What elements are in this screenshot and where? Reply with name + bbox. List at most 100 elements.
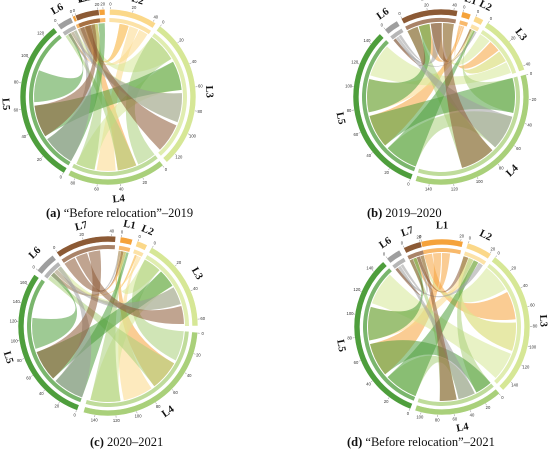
segment-L4-a: 0 20 40 60 80 L4 [67, 155, 168, 206]
segment-label-L3: L3 [537, 314, 549, 327]
tick-label-L7-2: 40 [109, 228, 114, 233]
tick-L6-0 [385, 256, 388, 259]
segment-L3-a: 0 20 40 60 80 100 120 L3 [152, 20, 215, 163]
tick-L4-2 [184, 372, 187, 374]
tick-label-L4-3: 60 [94, 187, 99, 192]
tick-label-L3-2: 40 [192, 59, 197, 64]
segment-arc-L5 [352, 33, 414, 181]
segment-arc-L4 [67, 160, 164, 186]
ribbon-L6-L3 [71, 31, 183, 123]
ribbon-L7-L5 [34, 24, 97, 137]
tick-label-L7-0: 0 [401, 240, 404, 245]
tick-label-L7-2: 40 [452, 2, 457, 7]
segment-arc-L7 [403, 241, 423, 254]
tick-L1-0 [462, 9, 464, 12]
tick-L3-0 [488, 21, 490, 23]
segment-arc-L4 [414, 73, 530, 186]
ribbon-L6-L5 [47, 30, 91, 162]
segment-label-L7: L7 [400, 225, 415, 240]
tick-label-L1-0: 0 [70, 9, 73, 14]
segment-L7-c: 0 20 40 L7 [53, 220, 117, 263]
tick-label-L3-1: 20 [511, 36, 516, 41]
segment-L1-c: 0L1 [118, 219, 137, 252]
tick-label-L4-1: 20 [142, 180, 147, 185]
tick-label-L5-2: 40 [366, 381, 371, 386]
tick-L3-1 [509, 269, 512, 272]
caption-letter-d: (d) [347, 435, 363, 449]
tick-label-L2-0: 0 [477, 9, 480, 14]
segment-arc-L1 [420, 238, 464, 248]
tick-label-L3-3: 60 [530, 303, 535, 308]
tick-L5-1 [58, 401, 60, 404]
tick-L5-2 [43, 389, 45, 392]
tick-label-L4-0: 0 [202, 331, 205, 336]
segment-label-L6: L6 [27, 245, 43, 261]
segment-L6-b: 0L6 [375, 6, 404, 40]
segment-label-L5: L5 [334, 339, 347, 353]
ribbon-L1-L7 [413, 253, 451, 292]
tick-L5-0 [62, 172, 64, 175]
tick-label-L5-0: 0 [407, 411, 410, 416]
tick-label-L3-6: 120 [175, 155, 183, 160]
ribbon-L4-L2 [457, 258, 491, 393]
tick-label-L2-2: 40 [153, 15, 158, 20]
tick-L2-1 [132, 10, 134, 13]
segment-inner-L4 [417, 76, 520, 176]
tick-label-L5-3: 60 [26, 376, 31, 381]
tick-label-L5-1: 20 [384, 170, 389, 175]
tick-label-L5-0: 0 [74, 412, 77, 417]
tick-L3-2 [523, 65, 526, 67]
tick-L4-0 [499, 393, 501, 396]
tick-L5-1 [387, 397, 390, 400]
tick-label-L5-7: 140 [13, 299, 21, 304]
tick-label-L4-4: 80 [435, 417, 440, 422]
tick-L4-1 [142, 177, 144, 180]
segment-L2-d: 0 20 L2 [463, 228, 496, 265]
segment-label-L4: L4 [160, 404, 177, 420]
segment-L2-b: 0L2 [470, 0, 493, 32]
chord-diagram-c: 0 L1 0 L2 0 20 40 60 L3 0 20 40 60 80 100 120 140 L4 0 20 40… [0, 219, 275, 453]
tick-label-L5-4: 80 [347, 108, 352, 113]
tick-label-L5-2: 40 [21, 134, 26, 139]
segment-inner-L2 [133, 249, 144, 257]
tick-label-L7-1: 20 [416, 234, 421, 239]
caption-letter-b: (b) [367, 206, 383, 220]
tick-L6-0 [383, 27, 386, 30]
segment-arc-L2 [465, 242, 492, 260]
segment-inner-L7 [405, 17, 457, 31]
tick-label-L3-0: 0 [162, 20, 165, 25]
segment-arc-L5 [17, 273, 80, 411]
tick-L7-1 [82, 237, 84, 240]
tick-label-L4-0: 0 [501, 395, 504, 400]
segment-label-L1: L1 [463, 0, 478, 7]
ribbon-L6-L5 [55, 266, 92, 398]
tick-label-L4-5: 100 [476, 179, 484, 184]
tick-L5-2 [370, 380, 373, 383]
tick-label-L4-6: 120 [451, 186, 459, 191]
tick-label-L7-0: 0 [53, 245, 56, 250]
tick-label-L5-3: 60 [354, 132, 359, 137]
tick-label-L5-5: 100 [11, 338, 19, 343]
segment-inner-L7 [407, 250, 424, 260]
chord-svg-a: 020L102040L2020406080100120L3020406080L4… [0, 0, 215, 206]
caption-text-c: 2020–2021 [107, 435, 164, 449]
segment-label-L7: L7 [76, 0, 91, 6]
ribbon-L4-L3 [125, 37, 172, 165]
ribbon-L3-L2 [458, 256, 516, 351]
chord-svg-d: 0 20L1020L2020406080100120140L30204060801… [334, 221, 549, 435]
tick-label-L6-0: 0 [381, 23, 384, 28]
tick-label-L5-4: 80 [17, 358, 22, 363]
segment-inner-L3 [480, 30, 517, 74]
caption-letter-c: (c) [90, 435, 104, 449]
tick-label-L5-3: 60 [354, 360, 359, 365]
tick-label-L4-1: 20 [486, 405, 491, 410]
caption-c: (c) 2020–2021 [90, 435, 163, 450]
tick-L6-0 [35, 268, 38, 271]
tick-label-L5-6: 120 [353, 287, 361, 292]
tick-label-L1-0: 0 [121, 229, 124, 234]
tick-L4-5 [477, 177, 479, 180]
tick-label-L4-2: 40 [119, 186, 124, 191]
tick-label-L4-3: 60 [452, 417, 457, 422]
tick-label-L5-6: 120 [351, 60, 359, 65]
